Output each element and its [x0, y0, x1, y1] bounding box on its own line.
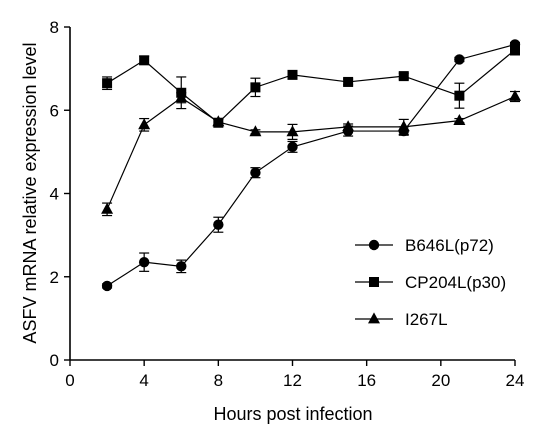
data-point: [101, 280, 113, 292]
plot-area: [101, 39, 521, 292]
legend-marker: [368, 239, 380, 251]
y-tick-label: 8: [50, 18, 59, 37]
x-tick-label: 16: [357, 371, 376, 390]
x-tick-label: 24: [506, 371, 525, 390]
data-point: [509, 89, 521, 101]
data-point: [286, 125, 299, 137]
data-point: [213, 219, 224, 230]
x-tick-label: 8: [214, 371, 223, 390]
series-line: [106, 95, 516, 210]
data-point: [453, 114, 466, 126]
data-point: [510, 44, 520, 55]
data-point: [343, 76, 354, 87]
data-point: [139, 55, 150, 66]
y-tick-label: 2: [50, 268, 59, 287]
data-point: [398, 71, 409, 82]
data-point: [454, 90, 465, 101]
series-line: [106, 49, 516, 124]
legend-label: I267L: [405, 310, 448, 329]
data-point: [101, 202, 114, 214]
data-point: [102, 78, 113, 89]
data-point: [454, 54, 465, 65]
x-tick-label: 12: [283, 371, 302, 390]
data-point: [287, 141, 298, 153]
legend-item: B646L(p72): [355, 236, 494, 255]
legend-marker: [368, 312, 380, 324]
data-point: [175, 91, 188, 103]
data-point: [176, 261, 187, 272]
y-axis-title: ASFV mRNA relative expression level: [20, 42, 40, 343]
data-point: [138, 256, 150, 268]
legend-marker: [369, 277, 379, 287]
data-point: [397, 120, 410, 132]
legend-label: CP204L(p30): [405, 273, 506, 292]
legend-label: B646L(p72): [405, 236, 494, 255]
x-tick-label: 4: [139, 371, 148, 390]
x-tick-label: 0: [65, 371, 74, 390]
data-point: [342, 120, 355, 132]
x-tick-label: 20: [431, 371, 450, 390]
legend-item: CP204L(p30): [355, 273, 506, 292]
series-line: [106, 43, 516, 287]
data-point: [250, 82, 261, 93]
legend: B646L(p72) CP204L(p30) I267L: [355, 236, 506, 329]
data-point: [249, 125, 262, 137]
series-circle: [101, 39, 521, 292]
x-axis-title: Hours post infection: [213, 404, 372, 424]
data-point: [250, 167, 261, 178]
data-point: [138, 118, 151, 130]
legend-item: I267L: [355, 310, 448, 329]
y-tick-label: 4: [50, 185, 59, 204]
data-point: [212, 115, 225, 127]
y-tick-label: 6: [50, 101, 59, 120]
series-triangle: [101, 89, 521, 217]
data-point: [287, 69, 298, 80]
y-tick-label: 0: [50, 351, 59, 370]
